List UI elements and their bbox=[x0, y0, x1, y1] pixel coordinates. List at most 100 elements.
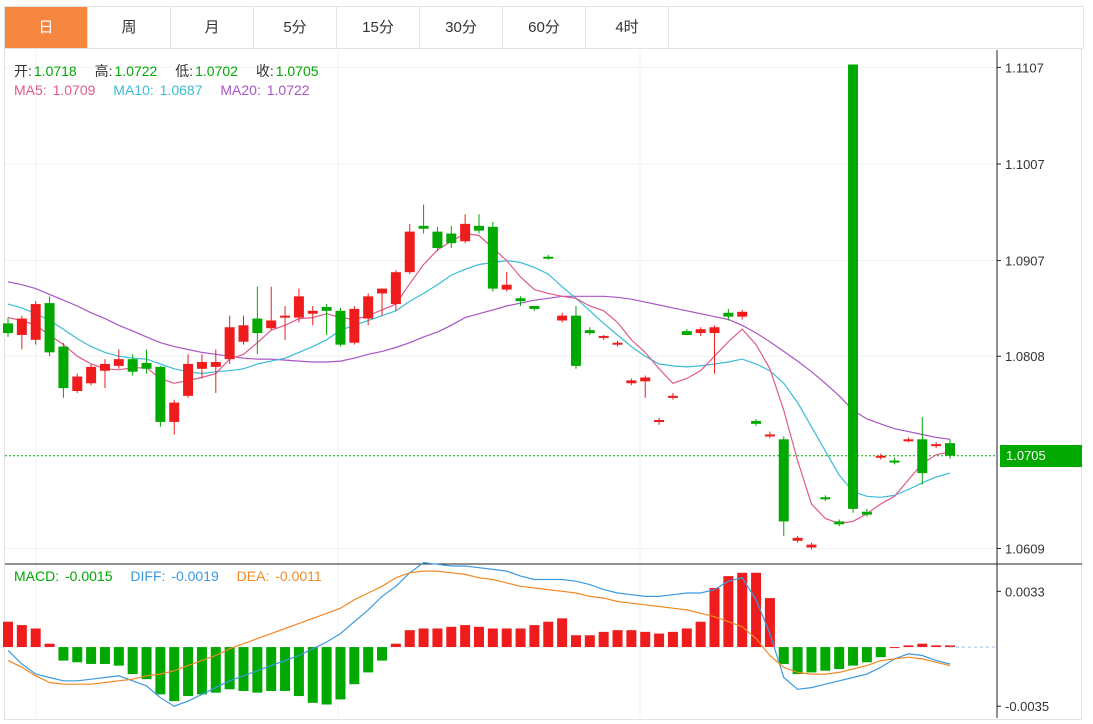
macd-bar bbox=[792, 647, 803, 675]
candle-body bbox=[557, 315, 568, 321]
candle-body bbox=[72, 376, 83, 392]
ma5-line bbox=[7, 232, 951, 525]
candle bbox=[626, 378, 637, 386]
macd-bar bbox=[640, 631, 651, 648]
candle bbox=[335, 307, 346, 347]
tab-3[interactable]: 5分 bbox=[254, 7, 337, 49]
candle bbox=[667, 392, 678, 400]
price-tick-label: 1.0907 bbox=[1005, 254, 1045, 269]
candle bbox=[196, 354, 207, 379]
candle-body bbox=[695, 329, 706, 334]
candle-body bbox=[501, 284, 512, 290]
tab-5[interactable]: 30分 bbox=[420, 7, 503, 49]
macd-bar bbox=[945, 645, 955, 648]
candle-body bbox=[196, 362, 207, 369]
high-value: 1.0722 bbox=[114, 63, 158, 79]
macd-bar bbox=[86, 647, 97, 664]
candle-body bbox=[363, 296, 374, 319]
candle bbox=[792, 535, 803, 543]
candle-body bbox=[903, 439, 914, 442]
close-value: 1.0705 bbox=[275, 63, 319, 79]
macd-bar bbox=[654, 633, 665, 648]
candle bbox=[681, 329, 692, 335]
macd-bar bbox=[141, 647, 152, 680]
macd-tick-label: -0.0035 bbox=[1005, 699, 1049, 714]
macd-bar bbox=[210, 647, 221, 693]
candle-body bbox=[945, 443, 955, 456]
tab-4[interactable]: 15分 bbox=[337, 7, 420, 49]
candle bbox=[432, 226, 443, 251]
current-price-tag: 1.0705 bbox=[1000, 444, 1082, 467]
candle-body bbox=[778, 439, 789, 522]
candle-body bbox=[460, 223, 471, 242]
candles bbox=[3, 64, 955, 550]
candle bbox=[529, 306, 540, 311]
macd-bar bbox=[363, 647, 374, 673]
candle-body bbox=[806, 544, 817, 548]
macd-bar bbox=[848, 647, 859, 666]
macd-bar bbox=[280, 647, 291, 691]
tab-0[interactable]: 日 bbox=[5, 7, 88, 49]
candle bbox=[418, 204, 429, 234]
high-label: 高: bbox=[94, 63, 113, 79]
macd-bar bbox=[446, 626, 457, 648]
chart-grid bbox=[5, 50, 1082, 718]
candle-body bbox=[834, 521, 845, 525]
macd-bar bbox=[557, 618, 568, 648]
candle-body bbox=[570, 315, 581, 366]
candle-body bbox=[709, 327, 720, 334]
macd-bar bbox=[460, 625, 471, 648]
ma10-value: 1.0687 bbox=[159, 82, 203, 98]
candle bbox=[501, 272, 512, 292]
dea-label: DEA: bbox=[236, 568, 270, 584]
macd-bar bbox=[515, 628, 526, 648]
candle-body bbox=[764, 434, 775, 437]
candle bbox=[640, 375, 651, 398]
macd-bar bbox=[764, 598, 775, 648]
candle-body bbox=[529, 306, 540, 309]
tab-7[interactable]: 4时 bbox=[586, 7, 669, 49]
macd-bar bbox=[875, 647, 886, 658]
macd-bar bbox=[612, 630, 623, 648]
ma10-line bbox=[7, 259, 951, 498]
tab-2[interactable]: 月 bbox=[171, 7, 254, 49]
candle-body bbox=[390, 272, 401, 305]
candle bbox=[238, 315, 249, 345]
candle-body bbox=[224, 327, 235, 360]
candle bbox=[570, 306, 581, 369]
candle bbox=[487, 221, 498, 292]
close-label: 收: bbox=[255, 63, 274, 79]
macd-bar bbox=[751, 572, 762, 648]
candle bbox=[127, 354, 138, 376]
macd-bar bbox=[667, 631, 678, 648]
candle-body bbox=[598, 335, 609, 338]
macd-bar bbox=[474, 626, 484, 648]
tab-6[interactable]: 60分 bbox=[503, 7, 586, 49]
price-tick-label: 1.0609 bbox=[1005, 541, 1045, 556]
candle bbox=[903, 437, 914, 443]
candle-body bbox=[377, 288, 388, 294]
macd-bar bbox=[418, 628, 429, 648]
candle bbox=[861, 508, 872, 517]
macd-bar bbox=[307, 647, 318, 703]
macd-lines bbox=[7, 561, 951, 707]
candle bbox=[252, 286, 263, 355]
macd-bar bbox=[266, 647, 277, 691]
candle bbox=[210, 349, 221, 393]
macd-bar bbox=[931, 645, 942, 648]
candle-body bbox=[820, 497, 831, 500]
candle-body bbox=[432, 231, 443, 249]
tab-1[interactable]: 周 bbox=[88, 7, 171, 49]
candle bbox=[834, 519, 845, 527]
macd-value: -0.0015 bbox=[65, 568, 113, 584]
macd-bar bbox=[196, 647, 207, 695]
candle bbox=[3, 317, 13, 337]
candle bbox=[307, 306, 318, 326]
ma20-line bbox=[7, 281, 951, 440]
dea-line bbox=[7, 570, 951, 685]
macd-bar bbox=[72, 647, 83, 663]
candle-body bbox=[169, 402, 180, 422]
candle-body bbox=[86, 366, 97, 384]
candle-body bbox=[737, 311, 748, 317]
